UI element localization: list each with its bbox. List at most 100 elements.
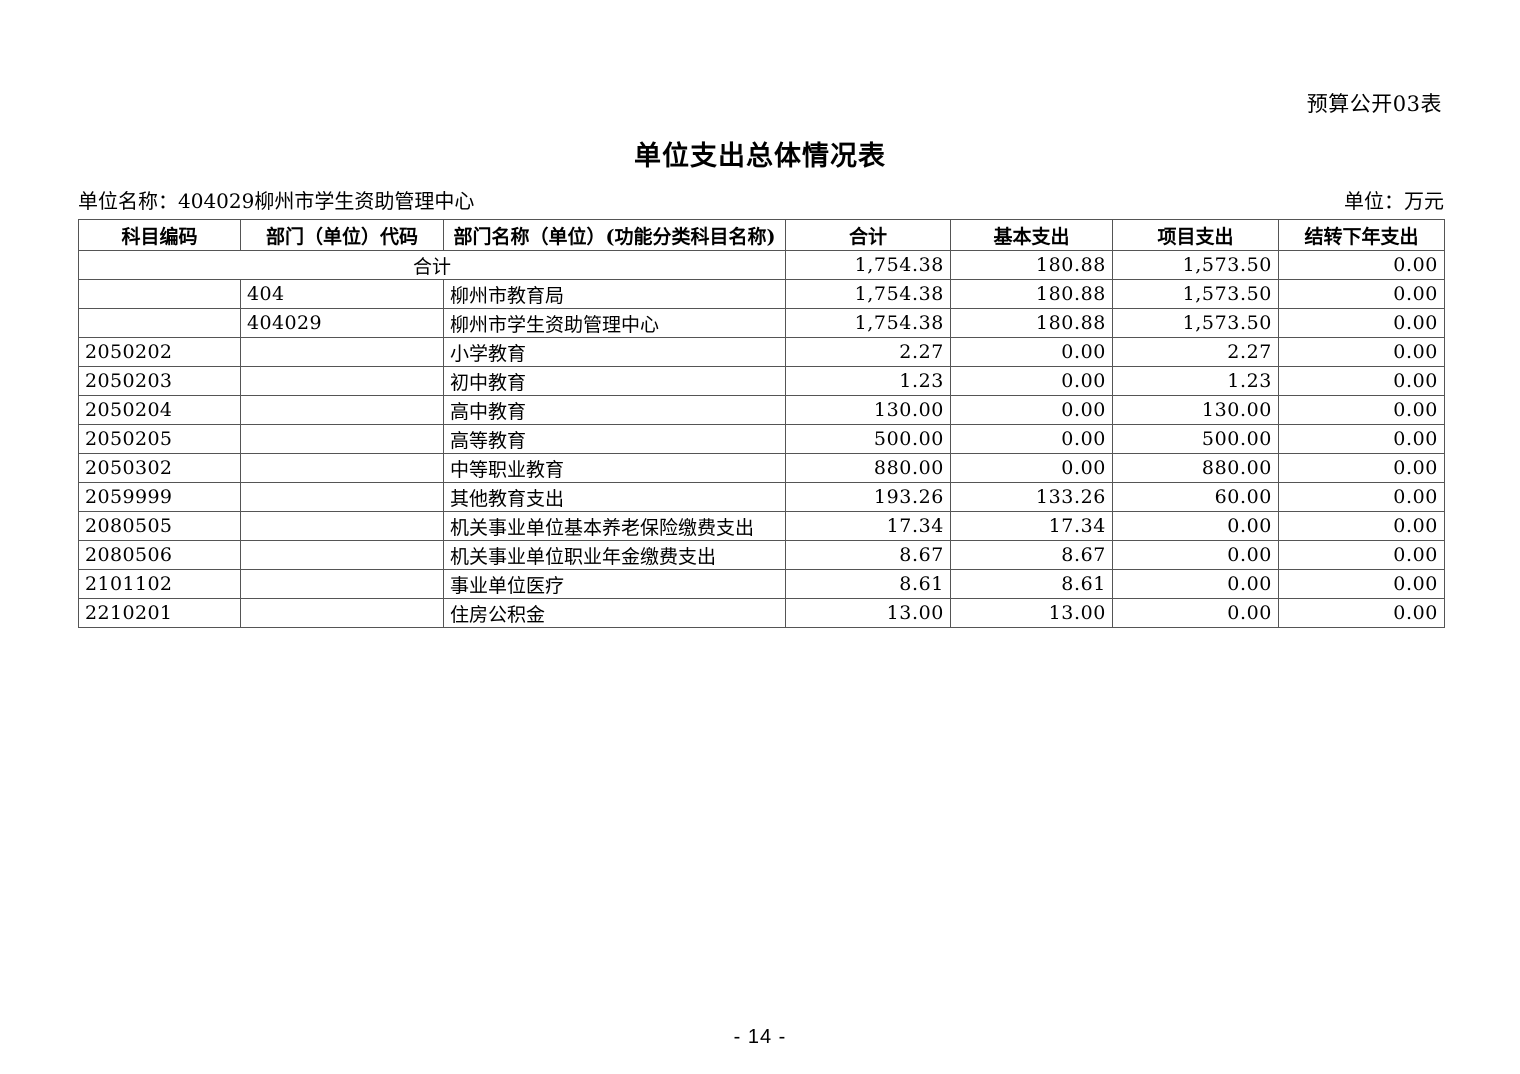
cell-dept-code — [240, 540, 444, 570]
cell-basic: 8.61 — [950, 569, 1113, 599]
cell-total: 500.00 — [785, 424, 951, 454]
cell-basic: 0.00 — [950, 395, 1113, 425]
cell-basic: 8.67 — [950, 540, 1113, 570]
cell-project: 880.00 — [1112, 453, 1279, 483]
cell-subject-code: 2050202 — [78, 337, 241, 367]
cell-total: 17.34 — [785, 511, 951, 541]
cell-dept-name: 中等职业教育 — [443, 453, 786, 483]
column-header-carryover: 结转下年支出 — [1278, 219, 1445, 251]
cell-carryover: 0.00 — [1278, 482, 1445, 512]
table-row: 2050205 高等教育 500.00 0.00 500.00 0.00 — [78, 424, 1445, 454]
cell-basic: 0.00 — [950, 424, 1113, 454]
total-row-basic: 180.88 — [950, 250, 1113, 280]
table-row: 2050302 中等职业教育 880.00 0.00 880.00 0.00 — [78, 453, 1445, 483]
cell-carryover: 0.00 — [1278, 337, 1445, 367]
cell-subject-code — [78, 308, 241, 338]
table-row: 2050204 高中教育 130.00 0.00 130.00 0.00 — [78, 395, 1445, 425]
cell-dept-name: 机关事业单位基本养老保险缴费支出 — [443, 511, 786, 541]
page-title: 单位支出总体情况表 — [634, 141, 886, 172]
table-row: 2210201 住房公积金 13.00 13.00 0.00 0.00 — [78, 598, 1445, 628]
amount-unit-label: 单位：万元 — [1344, 189, 1444, 213]
cell-subject-code: 2050205 — [78, 424, 241, 454]
column-header-total: 合计 — [785, 219, 951, 251]
table-row: 2101102 事业单位医疗 8.61 8.61 0.00 0.00 — [78, 569, 1445, 599]
cell-dept-name: 住房公积金 — [443, 598, 786, 628]
cell-total: 8.61 — [785, 569, 951, 599]
cell-project: 2.27 — [1112, 337, 1279, 367]
cell-project: 0.00 — [1112, 598, 1279, 628]
table-row: 2050202 小学教育 2.27 0.00 2.27 0.00 — [78, 337, 1445, 367]
cell-project: 1,573.50 — [1112, 308, 1279, 338]
cell-carryover: 0.00 — [1278, 453, 1445, 483]
cell-total: 2.27 — [785, 337, 951, 367]
table-row: 404029 柳州市学生资助管理中心 1,754.38 180.88 1,573… — [78, 308, 1445, 338]
cell-dept-code: 404029 — [240, 308, 444, 338]
cell-total: 8.67 — [785, 540, 951, 570]
cell-dept-name: 柳州市教育局 — [443, 279, 786, 309]
cell-dept-code — [240, 337, 444, 367]
cell-carryover: 0.00 — [1278, 511, 1445, 541]
cell-carryover: 0.00 — [1278, 424, 1445, 454]
cell-carryover: 0.00 — [1278, 279, 1445, 309]
cell-total: 880.00 — [785, 453, 951, 483]
cell-total: 1,754.38 — [785, 308, 951, 338]
table-header-row: 科目编码 部门（单位）代码 部门名称（单位）(功能分类科目名称) 合计 基本支出… — [78, 219, 1445, 251]
unit-name-label: 单位名称：404029柳州市学生资助管理中心 — [78, 189, 475, 213]
total-row-carryover: 0.00 — [1278, 250, 1445, 280]
column-header-dept-name: 部门名称（单位）(功能分类科目名称) — [443, 219, 786, 251]
cell-total: 1.23 — [785, 366, 951, 396]
cell-basic: 180.88 — [950, 308, 1113, 338]
table-row: 404 柳州市教育局 1,754.38 180.88 1,573.50 0.00 — [78, 279, 1445, 309]
total-row-total: 1,754.38 — [785, 250, 951, 280]
form-code-label: 预算公开03表 — [1306, 92, 1442, 116]
cell-subject-code: 2101102 — [78, 569, 241, 599]
cell-carryover: 0.00 — [1278, 598, 1445, 628]
column-header-subject-code: 科目编码 — [78, 219, 241, 251]
cell-total: 13.00 — [785, 598, 951, 628]
total-row-label: 合计 — [78, 250, 786, 280]
cell-basic: 13.00 — [950, 598, 1113, 628]
table-row: 2080505 机关事业单位基本养老保险缴费支出 17.34 17.34 0.0… — [78, 511, 1445, 541]
cell-project: 0.00 — [1112, 511, 1279, 541]
cell-project: 60.00 — [1112, 482, 1279, 512]
column-header-dept-code: 部门（单位）代码 — [240, 219, 444, 251]
cell-dept-code — [240, 395, 444, 425]
cell-project: 1.23 — [1112, 366, 1279, 396]
cell-subject-code: 2059999 — [78, 482, 241, 512]
cell-basic: 180.88 — [950, 279, 1113, 309]
cell-carryover: 0.00 — [1278, 569, 1445, 599]
cell-subject-code: 2080506 — [78, 540, 241, 570]
cell-dept-name: 事业单位医疗 — [443, 569, 786, 599]
cell-basic: 0.00 — [950, 337, 1113, 367]
cell-subject-code: 2080505 — [78, 511, 241, 541]
cell-dept-name: 初中教育 — [443, 366, 786, 396]
total-row-project: 1,573.50 — [1112, 250, 1279, 280]
subheader-row: 单位名称：404029柳州市学生资助管理中心 单位：万元 — [78, 188, 1444, 214]
expenditure-table: 科目编码 部门（单位）代码 部门名称（单位）(功能分类科目名称) 合计 基本支出… — [78, 219, 1445, 628]
page-number: - 14 - — [733, 1026, 787, 1048]
table-row-total: 合计 1,754.38 180.88 1,573.50 0.00 — [78, 250, 1445, 280]
cell-project: 0.00 — [1112, 540, 1279, 570]
cell-dept-code: 404 — [240, 279, 444, 309]
cell-project: 1,573.50 — [1112, 279, 1279, 309]
cell-dept-name: 机关事业单位职业年金缴费支出 — [443, 540, 786, 570]
cell-dept-code — [240, 598, 444, 628]
cell-total: 193.26 — [785, 482, 951, 512]
cell-dept-name: 其他教育支出 — [443, 482, 786, 512]
cell-total: 1,754.38 — [785, 279, 951, 309]
cell-basic: 0.00 — [950, 453, 1113, 483]
column-header-project: 项目支出 — [1112, 219, 1279, 251]
cell-carryover: 0.00 — [1278, 308, 1445, 338]
cell-subject-code — [78, 279, 241, 309]
cell-project: 0.00 — [1112, 569, 1279, 599]
cell-subject-code: 2210201 — [78, 598, 241, 628]
cell-subject-code: 2050203 — [78, 366, 241, 396]
cell-dept-name: 高等教育 — [443, 424, 786, 454]
cell-carryover: 0.00 — [1278, 366, 1445, 396]
table-body: 合计 1,754.38 180.88 1,573.50 0.00 404 柳州市… — [78, 250, 1445, 628]
cell-basic: 133.26 — [950, 482, 1113, 512]
cell-project: 130.00 — [1112, 395, 1279, 425]
cell-basic: 0.00 — [950, 366, 1113, 396]
cell-carryover: 0.00 — [1278, 540, 1445, 570]
